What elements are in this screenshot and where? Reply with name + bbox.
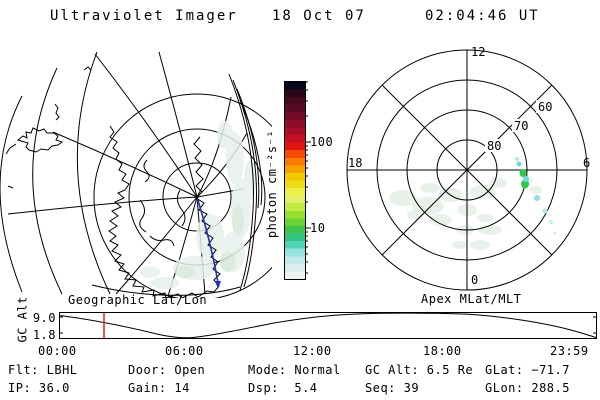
status-ip: IP: 36.0 <box>8 381 70 395</box>
status-glat: GLat: −71.7 <box>485 363 570 377</box>
colorbar-ticks <box>305 81 317 279</box>
polar-aurora-points <box>515 157 557 235</box>
title-date: 18 Oct 07 <box>272 8 366 24</box>
colorbar-tick-100: 100 <box>310 135 334 149</box>
map-caption: Geographic Lat/Lon <box>68 293 208 307</box>
xtick-1200: 12:00 <box>293 344 332 358</box>
gc-alt-curve <box>59 313 596 338</box>
polar-ring-labels: 60 70 80 <box>485 100 558 153</box>
colorbar <box>284 81 306 280</box>
mlat-label-80: 80 <box>487 139 501 153</box>
strip-frame <box>60 313 597 339</box>
mlt-label-12: 12 <box>471 45 485 59</box>
strip-ytick-1-8: 1.8 <box>32 328 56 342</box>
mlt-label-18: 18 <box>348 156 362 170</box>
app-title: Ultraviolet Imager <box>50 8 238 24</box>
status-flt: Flt: LBHL <box>8 363 78 377</box>
status-door: Door: Open <box>128 363 206 377</box>
map-airglow-patches <box>140 121 256 289</box>
xtick-0600: 06:00 <box>165 344 204 358</box>
xtick-1800: 18:00 <box>423 344 462 358</box>
map-coastlines <box>6 67 220 298</box>
mlat-label-60: 60 <box>538 100 552 114</box>
map-pole-point <box>195 195 199 199</box>
colorbar-label: photon cm⁻²s⁻¹ <box>265 129 279 239</box>
map-graticule <box>0 52 272 298</box>
mlat-label-70: 70 <box>514 119 528 133</box>
xtick-0000: 00:00 <box>38 344 77 358</box>
status-gain: Gain: 14 <box>128 381 190 395</box>
mlt-label-6: 6 <box>583 156 590 170</box>
satellite-track <box>197 197 218 283</box>
status-gcalt: GC Alt: 6.5 Re <box>365 363 474 377</box>
polar-mlt-labels: 12 18 6 0 <box>348 45 590 287</box>
polar-plot: 60 70 80 12 18 6 0 <box>340 45 590 300</box>
gc-alt-strip-chart <box>59 312 597 339</box>
polar-grid <box>347 50 587 290</box>
mlt-label-0: 0 <box>471 273 478 287</box>
xtick-2359: 23:59 <box>550 344 589 358</box>
status-seq: Seq: 39 <box>365 381 420 395</box>
strip-ytick-9: 9.0 <box>32 311 56 325</box>
polar-diffuse-patches <box>389 177 542 250</box>
status-glon: GLon: 288.5 <box>485 381 570 395</box>
title-time: 02:04:46 UT <box>425 8 540 24</box>
colorbar-tick-10: 10 <box>310 221 326 235</box>
status-mode: Mode: Normal <box>248 363 341 377</box>
satellite-track-arrow <box>215 281 221 289</box>
geographic-map <box>0 40 272 298</box>
status-dsp: Dsp: 5.4 <box>248 381 318 395</box>
map-limb-arcs <box>92 74 262 295</box>
strip-ylabel: GC Alt <box>15 296 30 343</box>
polar-caption: Apex MLat/MLT <box>421 292 522 306</box>
